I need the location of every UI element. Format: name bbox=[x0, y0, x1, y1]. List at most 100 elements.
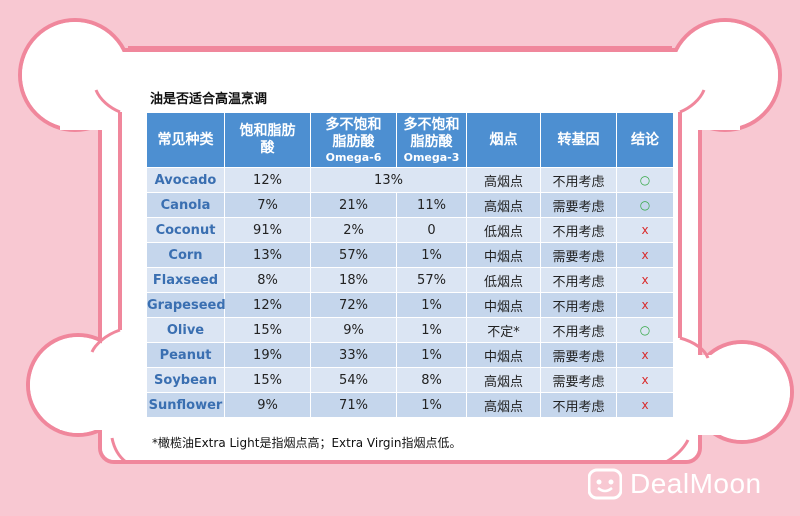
verdict-cell: ○ bbox=[616, 167, 674, 193]
oil-comparison-table: 常见种类 饱和脂肪酸多不饱和 脂肪酸 Omega-6 多不饱和 脂肪酸 Omega-3 烟点转… bbox=[146, 112, 674, 418]
omega3-cell: 8% bbox=[396, 367, 467, 393]
saturated-fat-cell: 8% bbox=[224, 267, 311, 293]
verdict-cell: x bbox=[616, 392, 674, 418]
oil-name-cell: Canola bbox=[146, 192, 225, 218]
smoke-point-cell: 低烟点 bbox=[466, 217, 541, 243]
oil-name-cell: Olive bbox=[146, 317, 225, 343]
gmo-cell: 需要考虑 bbox=[540, 367, 617, 393]
logo-text: DealMoon bbox=[630, 468, 762, 499]
saturated-fat-cell: 91% bbox=[224, 217, 311, 243]
column-header-label-line: 酸 bbox=[260, 140, 275, 156]
table-header-row: 常见种类 饱和脂肪酸多不饱和 脂肪酸 Omega-6 多不饱和 脂肪酸 Omega-3 烟点转… bbox=[146, 112, 674, 168]
footnote: *橄榄油Extra Light是指烟点高；Extra Virgin指烟点低。 bbox=[152, 436, 462, 450]
column-header-label-line: 饱和脂肪 bbox=[239, 123, 296, 139]
omega3-cell: 1% bbox=[396, 342, 467, 368]
table-row: Soybean 15% 54% 8% 高烟点 需要考虑 x bbox=[146, 367, 674, 393]
saturated-fat-cell: 12% bbox=[224, 167, 311, 193]
table-row: Olive 15% 9% 1% 不定* 不用考虑 ○ bbox=[146, 317, 674, 343]
omega6-cell: 2% bbox=[310, 217, 397, 243]
verdict-cell: ○ bbox=[616, 317, 674, 343]
gmo-cell: 不用考虑 bbox=[540, 292, 617, 318]
table-body: Avocado 12% 13% 高烟点 不用考虑 ○ Canola 7% 21% 11% 高烟点 需要… bbox=[146, 167, 674, 418]
column-header-sublabel: Omega-6 bbox=[325, 150, 382, 164]
oil-name-cell: Coconut bbox=[146, 217, 225, 243]
column-header-label-line: 脂肪酸 bbox=[410, 133, 453, 150]
verdict-cell: x bbox=[616, 367, 674, 393]
oil-name-cell: Grapeseed bbox=[146, 292, 226, 318]
column-header-label-line: 脂肪酸 bbox=[332, 133, 375, 150]
column-header: 饱和脂肪酸 bbox=[224, 112, 311, 168]
table-row: Canola 7% 21% 11% 高烟点 需要考虑 ○ bbox=[146, 192, 674, 218]
omega3-cell: 57% bbox=[396, 267, 467, 293]
column-header-label-line: 多不饱和 bbox=[325, 116, 382, 133]
omega3-cell: 1% bbox=[396, 392, 467, 418]
omega6-cell: 9% bbox=[310, 317, 397, 343]
saturated-fat-cell: 9% bbox=[224, 392, 311, 418]
verdict-cell: x bbox=[616, 342, 674, 368]
verdict-cell: x bbox=[616, 267, 674, 293]
smoke-point-cell: 高烟点 bbox=[466, 367, 541, 393]
oil-name-cell: Soybean bbox=[146, 367, 225, 393]
smoke-point-cell: 中烟点 bbox=[466, 342, 541, 368]
omega6-cell: 54% bbox=[310, 367, 397, 393]
smoke-point-cell: 中烟点 bbox=[466, 242, 541, 268]
smoke-point-cell: 高烟点 bbox=[466, 192, 541, 218]
omega6-cell: 71% bbox=[310, 392, 397, 418]
smoke-point-cell: 高烟点 bbox=[466, 392, 541, 418]
saturated-fat-cell: 19% bbox=[224, 342, 311, 368]
omega3-cell: 11% bbox=[396, 192, 467, 218]
saturated-fat-cell: 15% bbox=[224, 317, 311, 343]
oil-name-cell: Corn bbox=[146, 242, 225, 268]
saturated-fat-cell: 7% bbox=[224, 192, 311, 218]
column-header: 结论 bbox=[616, 112, 674, 168]
column-header-label: 转基因 bbox=[557, 131, 600, 148]
table-title: 油是否适合高温烹调 bbox=[150, 92, 268, 107]
column-header-label: 烟点 bbox=[489, 131, 518, 148]
table-row: Coconut 91% 2% 0 低烟点 不用考虑 x bbox=[146, 217, 674, 243]
gmo-cell: 不用考虑 bbox=[540, 217, 617, 243]
column-header: 多不饱和 脂肪酸 Omega-6 bbox=[310, 112, 397, 168]
verdict-cell: x bbox=[616, 292, 674, 318]
omega6-cell: 21% bbox=[310, 192, 397, 218]
column-header: 转基因 bbox=[540, 112, 617, 168]
oil-name-cell: Flaxseed bbox=[146, 267, 225, 293]
smoke-point-cell: 中烟点 bbox=[466, 292, 541, 318]
omega6-cell: 33% bbox=[310, 342, 397, 368]
oil-name-cell: Sunflower bbox=[146, 392, 225, 418]
column-header-label: 常见种类 bbox=[157, 131, 214, 148]
dealmoon-logo-icon bbox=[588, 468, 622, 500]
omega6-cell: 57% bbox=[310, 242, 397, 268]
omega3-cell: 1% bbox=[396, 317, 467, 343]
column-header: 常见种类 bbox=[146, 112, 225, 168]
gmo-cell: 不用考虑 bbox=[540, 392, 617, 418]
gmo-cell: 需要考虑 bbox=[540, 342, 617, 368]
omega6-cell: 72% bbox=[310, 292, 397, 318]
saturated-fat-cell: 13% bbox=[224, 242, 311, 268]
omega3-cell: 1% bbox=[396, 242, 467, 268]
table-row: Corn 13% 57% 1% 中烟点 需要考虑 x bbox=[146, 242, 674, 268]
column-header-label: 结论 bbox=[631, 131, 659, 148]
omega3-cell: 1% bbox=[396, 292, 467, 318]
gmo-cell: 不用考虑 bbox=[540, 317, 617, 343]
dealmoon-logo: DealMoon bbox=[588, 466, 762, 502]
column-header-label-line: 多不饱和 bbox=[403, 116, 460, 133]
verdict-cell: x bbox=[616, 217, 674, 243]
gmo-cell: 不用考虑 bbox=[540, 167, 617, 193]
table-row: Grapeseed 12% 72% 1% 中烟点 不用考虑 x bbox=[146, 292, 674, 318]
gmo-cell: 需要考虑 bbox=[540, 242, 617, 268]
smoke-point-cell: 高烟点 bbox=[466, 167, 541, 193]
table-row: Avocado 12% 13% 高烟点 不用考虑 ○ bbox=[146, 167, 674, 193]
saturated-fat-cell: 12% bbox=[224, 292, 311, 318]
table-row: Peanut 19% 33% 1% 中烟点 需要考虑 x bbox=[146, 342, 674, 368]
verdict-cell: x bbox=[616, 242, 674, 268]
verdict-cell: ○ bbox=[616, 192, 674, 218]
smoke-point-cell: 不定* bbox=[466, 317, 541, 343]
polyunsaturated-fat-cell: 13% bbox=[310, 167, 467, 193]
gmo-cell: 不用考虑 bbox=[540, 267, 617, 293]
table-row: Sunflower 9% 71% 1% 高烟点 不用考虑 x bbox=[146, 392, 674, 418]
gmo-cell: 需要考虑 bbox=[540, 192, 617, 218]
column-header-sublabel: Omega-3 bbox=[403, 150, 460, 164]
saturated-fat-cell: 15% bbox=[224, 367, 311, 393]
table-row: Flaxseed 8% 18% 57% 低烟点 不用考虑 x bbox=[146, 267, 674, 293]
omega6-cell: 18% bbox=[310, 267, 397, 293]
